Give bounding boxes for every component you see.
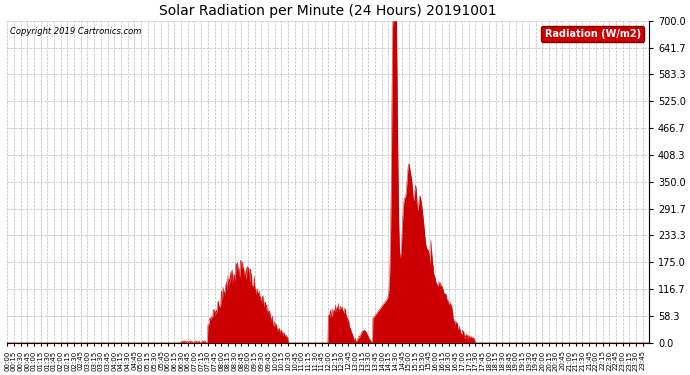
Title: Solar Radiation per Minute (24 Hours) 20191001: Solar Radiation per Minute (24 Hours) 20… bbox=[159, 4, 497, 18]
Text: Copyright 2019 Cartronics.com: Copyright 2019 Cartronics.com bbox=[10, 27, 141, 36]
Legend: Radiation (W/m2): Radiation (W/m2) bbox=[541, 26, 644, 42]
